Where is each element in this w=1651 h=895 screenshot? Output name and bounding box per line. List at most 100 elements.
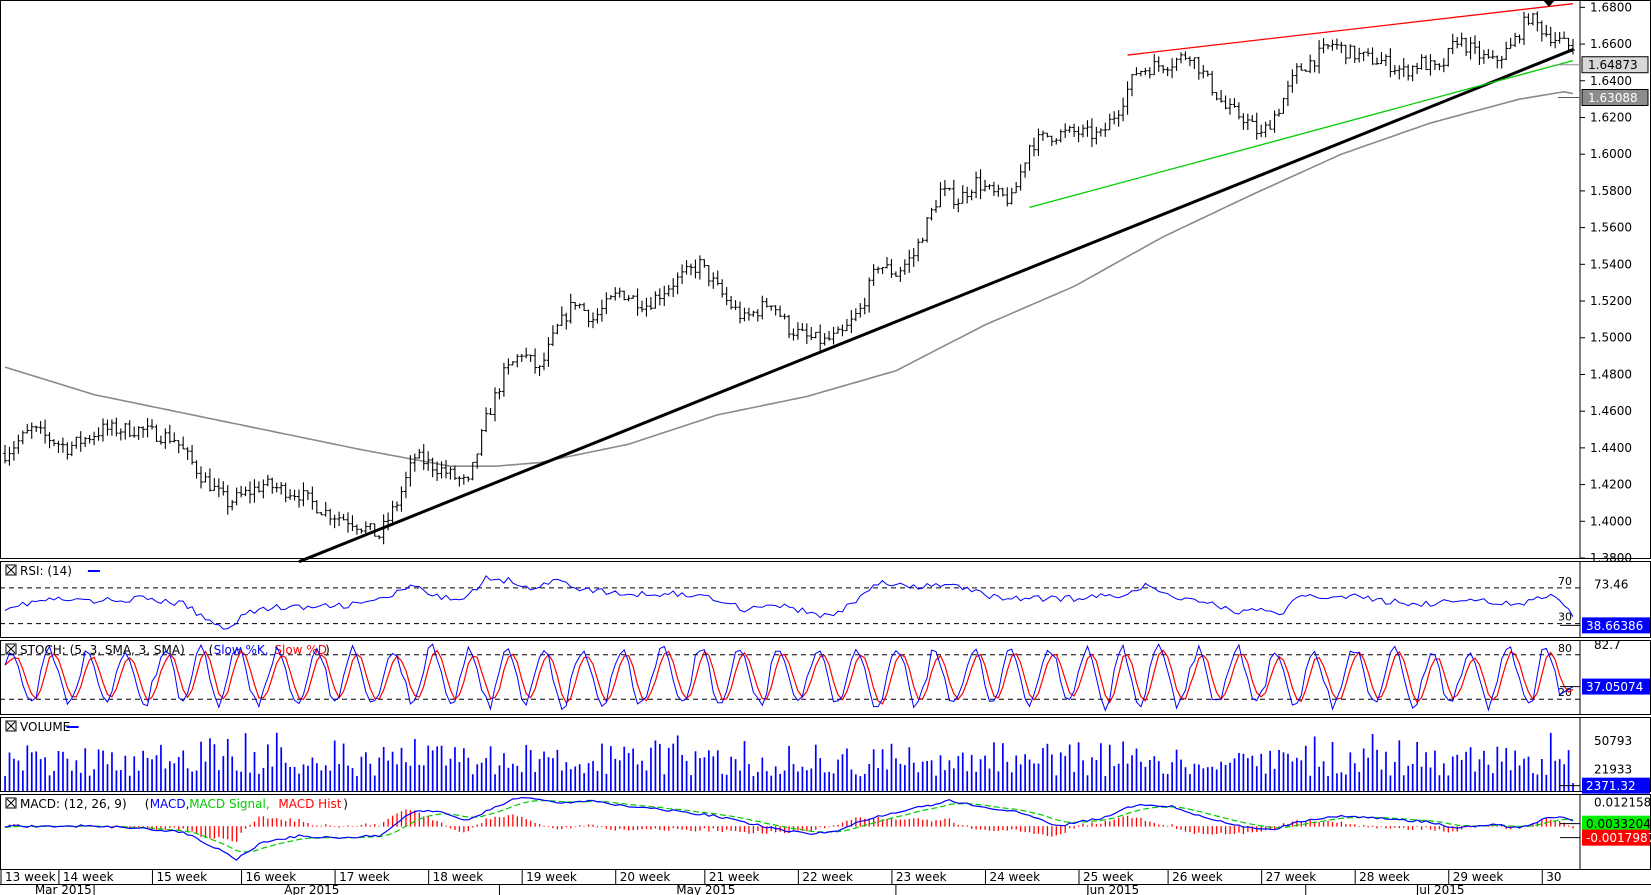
macd-hist-bar [1420,826,1423,830]
price-bar [479,428,484,456]
price-bar [1508,37,1513,49]
price-bar [991,181,996,196]
trendline-resistance[interactable] [1127,3,1574,56]
volume-bar [601,743,603,791]
volume-bar [160,744,162,791]
price-bar [1526,13,1531,26]
price-bar [831,326,836,345]
price-bar [795,322,800,340]
volume-bar [1010,772,1013,791]
week-label: 19 week [526,870,577,884]
macd-hist-bar [1091,822,1093,827]
price-bar [1121,97,1126,122]
macd-hist-bar [815,826,817,830]
volume-bar [855,774,857,791]
macd-hist-bar [200,826,202,837]
macd-value-text: 0.0033204 [1586,817,1651,831]
volume-bar [783,770,786,791]
price-bar [617,287,622,298]
volume-bar [627,752,630,791]
volume-bar [137,770,140,791]
volume-bar [155,755,158,791]
volume-bar [966,771,969,791]
indicator-title: MACD: (12, 26, 9) [20,797,127,811]
volume-bar [431,750,434,791]
price-bar [693,259,698,279]
volume-bar [1483,750,1485,791]
macd-hist-bar [498,817,501,827]
volume-bar [1260,753,1263,791]
scroll-end-arrow-icon[interactable] [1543,0,1555,7]
price-bar [150,419,154,430]
volume-bar [538,759,541,791]
price-bar [1548,26,1553,47]
price-bar [1352,45,1357,63]
volume-bar [200,741,202,791]
macd-hist-bar [1541,818,1543,827]
macd-hist-bar [396,813,398,827]
volume-bar [97,749,100,791]
price-bar [653,291,658,309]
volume-bar [1104,776,1107,791]
macd-hist-bar [530,820,532,827]
volume-bars [4,732,1574,791]
price-bar [1245,113,1250,131]
macd-hist-bar [1407,826,1409,830]
macd-hist-bar [1296,820,1298,827]
volume-bar [39,759,42,791]
macd-hist-bar [231,826,233,842]
stoch-value-box [1582,678,1650,695]
trendline-channel-low[interactable] [1029,59,1574,209]
volume-bar [449,758,452,791]
macd-value-box [1582,815,1650,832]
volume-bar [1416,741,1418,791]
macd-hist-bar [757,826,759,831]
volume-bar [440,745,443,791]
macd-hist-bar [146,826,149,829]
price-bar [87,435,92,444]
volume-bar [801,766,804,791]
price-bar [510,361,515,366]
macd-hist-bar [356,826,358,827]
volume-bar [231,756,234,791]
volume-bar [574,766,577,791]
macd-hist-bar [1291,821,1294,827]
price-bar [751,310,756,317]
price-tick-label: 1.5200 [1590,294,1632,308]
macd-hist-bar [1371,825,1374,827]
price-bar [1348,44,1353,59]
volume-bar [280,747,283,791]
price-bar [528,354,533,362]
macd-hist-bar [877,816,879,827]
volume-bar [378,757,381,791]
volume-bar [1367,757,1369,791]
macd-hist-bar [922,819,924,827]
legend-macd-hist: MACD Hist [278,797,341,811]
price-bar [274,482,279,493]
macd-hist-bar [481,823,483,827]
macd-hist-bar [1149,821,1151,827]
volume-bar [1024,754,1026,791]
price-bar [853,308,858,322]
price-bar [1094,126,1099,145]
volume-bar [182,750,185,791]
volume-bar [1126,763,1129,791]
volume-bar [699,758,701,791]
price-bar [880,267,885,274]
macd-hist-bar [222,826,224,839]
volume-bar [307,765,309,791]
price-bar [1067,125,1072,133]
price-bar [960,185,965,204]
trendline-support[interactable] [298,48,1574,564]
macd-hist-bar [810,826,812,832]
macd-hist-bar [1055,826,1057,836]
rsi-value-box [1582,617,1650,634]
volume-bar [1558,759,1561,791]
price-bar [176,440,181,454]
price-bar [871,264,876,286]
macd-hist-bar [1180,826,1182,830]
volume-bar [1215,769,1218,791]
price-bar [346,512,350,533]
volume-bar [1523,758,1525,791]
volume-bar [1108,744,1111,791]
